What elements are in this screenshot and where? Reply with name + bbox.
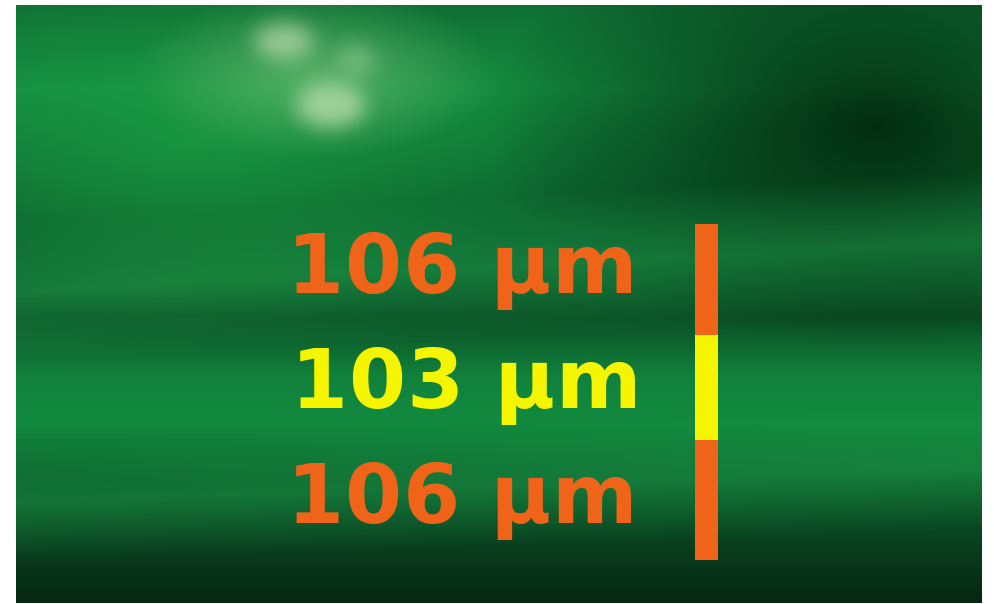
- measurement-label-bottom: 106 µm: [287, 448, 639, 543]
- measurement-label-top: 106 µm: [287, 218, 639, 313]
- bright-spot: [254, 23, 314, 59]
- scale-bar-top-segment: [695, 224, 718, 335]
- bright-spot: [336, 45, 376, 75]
- measurement-label-middle: 103 µm: [291, 333, 643, 428]
- scale-bar-bottom-segment: [695, 440, 718, 560]
- micrograph-image: [16, 5, 982, 603]
- scale-bar-middle-segment: [695, 335, 718, 440]
- bright-spot: [296, 83, 366, 128]
